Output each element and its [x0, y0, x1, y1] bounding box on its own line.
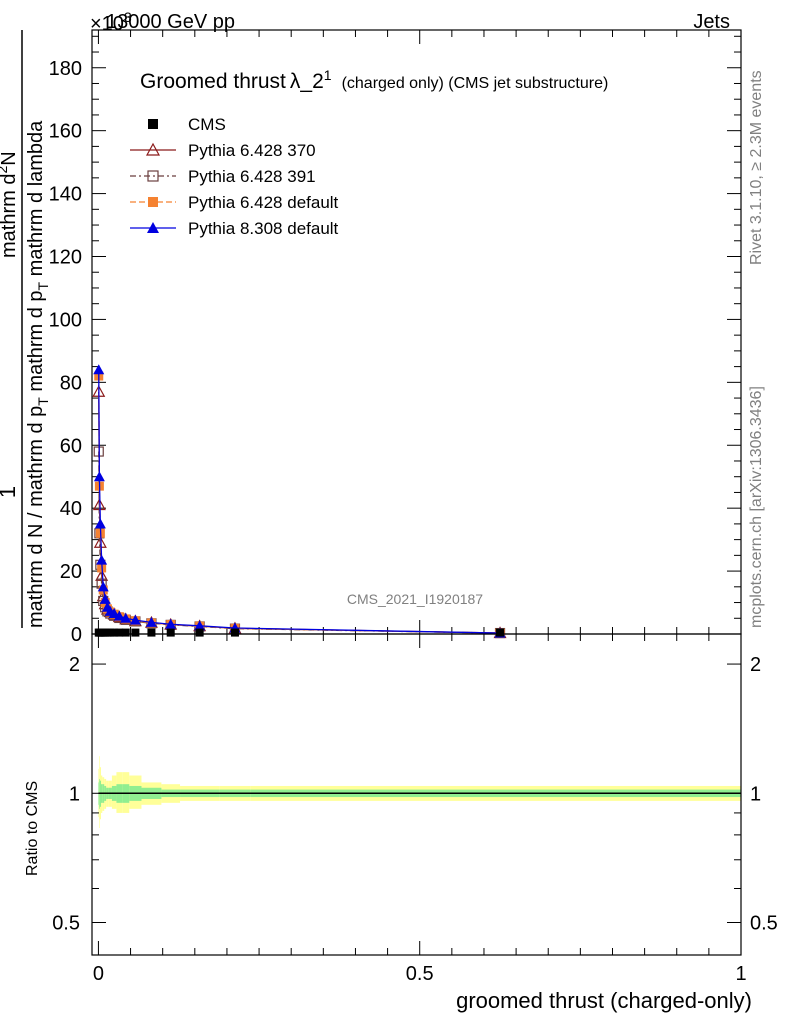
series-pythia-8-308-default-point: [96, 554, 108, 565]
y-axis-title: 1 mathrm d N / mathrm d pT mathrm d pT m…: [0, 30, 51, 628]
legend-pythia-6-428-391: Pythia 6.428 391: [130, 167, 316, 186]
legend-pythia-6-428-default-label: Pythia 6.428 default: [188, 193, 339, 212]
x-tick-label: 0.5: [406, 963, 434, 985]
legend-pythia-6-428-370-marker: [145, 142, 161, 156]
legend-pythia-8-308-default: Pythia 8.308 default: [130, 219, 339, 238]
series-pythia-8-308-default-point: [93, 471, 105, 482]
series-pythia-8-308-default-point: [99, 593, 111, 604]
ratio-panel: 0 0.5 1 0.5 0.5 1 1 2 2: [52, 633, 778, 985]
chart-title: Groomed thrust λ_21 (charged only) (CMS je…: [140, 67, 608, 93]
ratio-tick-label-right: 2: [750, 654, 761, 676]
svg-text:mathrm d2N: mathrm d2N: [0, 151, 20, 258]
series-cms-point: [496, 628, 505, 637]
legend-cms-label: CMS: [188, 115, 226, 134]
rivet-label: Rivet 3.1.10, ≥ 2.3M events: [748, 70, 765, 265]
y-tick-label: 140: [49, 184, 82, 206]
series-pythia-8-308-default-point: [145, 616, 157, 627]
series-pythia-6-428-391: [93, 446, 506, 639]
legend: CMS Pythia 6.428 370 Pythia 6.428 391 Pythi…: [130, 115, 339, 238]
ratio-tick-label: 2: [69, 654, 80, 676]
mcplots-label: mcplots.cern.ch [arXiv:1306.3436]: [748, 386, 765, 628]
y-tick-label: 60: [60, 435, 82, 457]
series-cms: [94, 628, 505, 637]
y-tick-label: 180: [49, 58, 82, 80]
analysis-watermark: CMS_2021_I1920187: [347, 591, 483, 607]
series-cms-point: [115, 628, 124, 637]
jets-label: Jets: [693, 11, 730, 33]
y-tick-label: 80: [60, 372, 82, 394]
legend-pythia-6-428-370: Pythia 6.428 370: [130, 141, 316, 160]
energy-label: 13000 GeV pp: [106, 11, 235, 33]
ratio-y-axis-title: Ratio to CMS: [24, 781, 41, 876]
legend-pythia-6-428-370-label: Pythia 6.428 370: [188, 141, 316, 160]
y-tick-label: 100: [49, 309, 82, 331]
ratio-tick-label-right: 0.5: [750, 912, 778, 934]
legend-pythia-6-428-391-marker: [147, 170, 159, 182]
series-pythia-8-308-default-point: [93, 364, 105, 375]
ratio-tick-label: 1: [69, 783, 80, 805]
legend-pythia-8-308-default-marker: [147, 222, 159, 233]
ratio-frame: [91, 633, 742, 956]
series-pythia-8-308-default: [93, 364, 506, 638]
series-pythia-8-308-default-point: [194, 620, 206, 631]
y-tick-label: 20: [60, 561, 82, 583]
series-pythia-8-308-default-point: [120, 612, 132, 623]
series-cms-point: [110, 628, 119, 637]
series-pythia-8-308-default-point: [97, 581, 109, 592]
x-tick-label: 1: [735, 963, 746, 985]
series-cms-point: [195, 628, 204, 637]
y-tick-label: 160: [49, 121, 82, 143]
x-axis-title: groomed thrust (charged-only): [456, 988, 752, 1013]
y-tick-label: 120: [49, 247, 82, 269]
series-pythia-8-308-default-point: [113, 610, 125, 621]
y-tick-label: 40: [60, 498, 82, 520]
ratio-tick-label-right: 1: [750, 783, 761, 805]
legend-cms: CMS: [148, 115, 226, 134]
series-cms-point: [166, 628, 175, 637]
svg-text:mathrm d N / mathrm d pT mathr: mathrm d N / mathrm d pT mathrm d pT mat…: [25, 120, 51, 628]
ratio-tick-label: 0.5: [52, 912, 80, 934]
series-cms-point: [230, 628, 239, 637]
svg-text:1: 1: [0, 486, 20, 498]
legend-pythia-8-308-default-label: Pythia 8.308 default: [188, 219, 339, 238]
y-tick-label: 0: [71, 624, 82, 646]
series-cms-point: [147, 628, 156, 637]
series-cms-point: [131, 628, 140, 637]
series-pythia-8-308-default-point: [129, 614, 141, 625]
series-cms-point: [121, 628, 130, 637]
legend-cms-marker: [148, 119, 158, 129]
series-pythia-8-308-default-point: [165, 618, 177, 629]
legend-pythia-6-428-default-marker: [148, 197, 158, 207]
x-tick-label: 0: [93, 963, 104, 985]
legend-pythia-6-428-default: Pythia 6.428 default: [130, 193, 339, 212]
main-panel: 0 20 40 60 80 100 120 140 160 180: [49, 29, 742, 646]
series-pythia-8-308-default-point: [94, 518, 106, 529]
legend-pythia-6-428-391-label: Pythia 6.428 391: [188, 167, 316, 186]
